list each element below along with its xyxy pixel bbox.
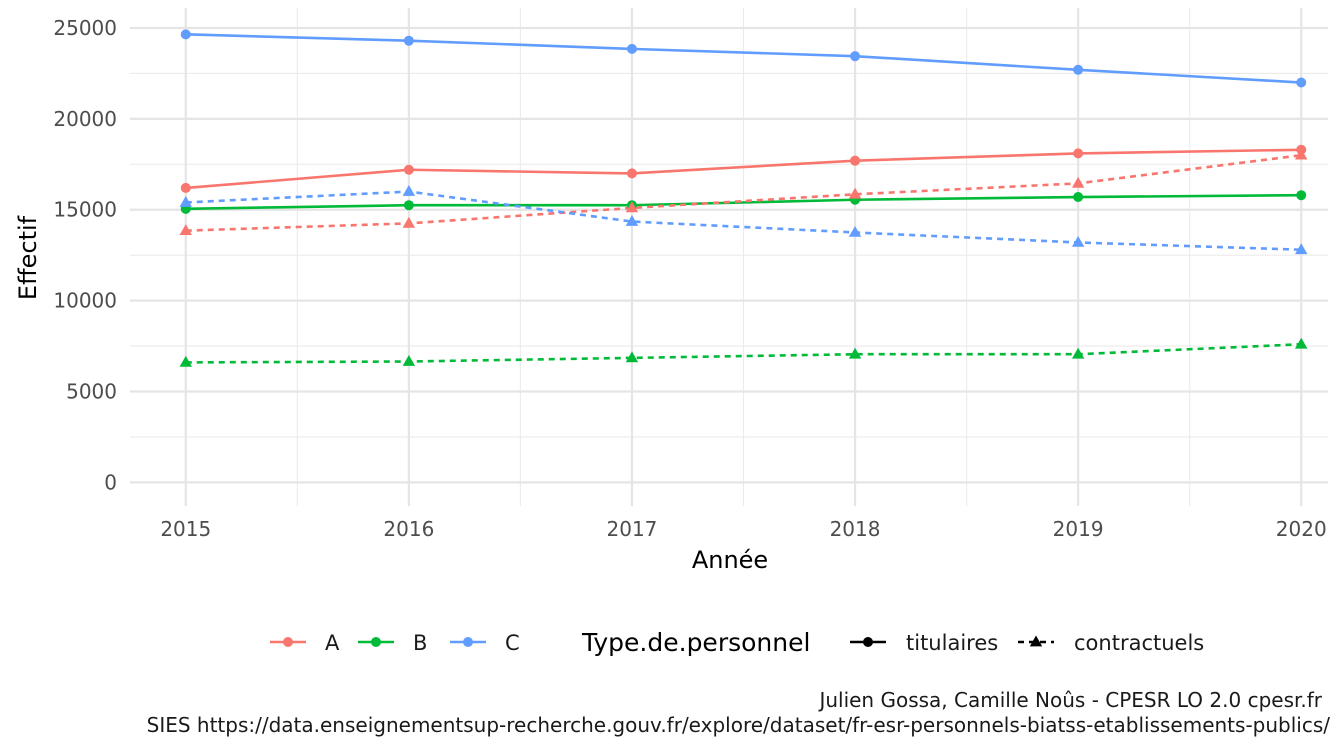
x-tick-label: 2018 xyxy=(830,517,881,541)
y-tick-label: 20000 xyxy=(53,107,117,131)
y-tick-label: 10000 xyxy=(53,289,117,313)
data-point-A-contractuels xyxy=(848,187,862,199)
data-point-C-titulaires xyxy=(180,29,191,40)
data-point-C-contractuels xyxy=(1071,235,1085,247)
data-point-B-titulaires xyxy=(1073,192,1084,203)
y-tick-label: 15000 xyxy=(53,198,117,222)
data-point-C-titulaires xyxy=(1073,64,1084,75)
legend-key-point-contractuels xyxy=(1029,635,1043,647)
y-axis-ticks: 0 5000 10000 15000 20000 25000 xyxy=(53,16,117,494)
series-line-B-titulaires xyxy=(185,193,1302,211)
data-point-A-titulaires xyxy=(1073,148,1084,159)
series-line-A-titulaires xyxy=(185,148,1302,190)
data-point-A-contractuels xyxy=(1295,148,1308,160)
legend-label-C: C xyxy=(505,631,520,655)
legend-label-B: B xyxy=(413,631,427,655)
series-points xyxy=(179,29,1308,367)
data-point-A-contractuels xyxy=(179,224,192,235)
data-point-A-titulaires xyxy=(850,155,861,166)
legend-key-point-A xyxy=(283,637,293,647)
data-point-B-titulaires xyxy=(403,200,414,211)
data-point-A-titulaires xyxy=(626,168,637,179)
data-point-C-contractuels xyxy=(848,225,862,237)
legend-key-point-C xyxy=(463,637,473,647)
data-point-B-contractuels xyxy=(625,351,639,363)
data-point-B-contractuels xyxy=(179,355,192,367)
data-point-A-contractuels xyxy=(1071,176,1085,188)
x-tick-label: 2017 xyxy=(607,517,658,541)
y-tick-label: 0 xyxy=(104,470,117,494)
plot-grid xyxy=(130,8,1328,506)
data-point-C-contractuels xyxy=(625,215,639,226)
data-point-C-contractuels xyxy=(1295,243,1308,255)
data-point-A-titulaires xyxy=(403,164,414,175)
legend-label-titulaires: titulaires xyxy=(906,631,998,655)
data-point-A-contractuels xyxy=(402,216,416,228)
caption-credits: Julien Gossa, Camille Noûs - CPESR LO 2.… xyxy=(819,688,1322,712)
data-point-B-titulaires xyxy=(1296,190,1307,201)
data-point-C-titulaires xyxy=(626,43,637,54)
y-axis-title: Effectif xyxy=(14,215,42,300)
data-point-C-contractuels xyxy=(179,195,192,207)
data-point-B-contractuels xyxy=(1295,337,1308,349)
data-point-C-titulaires xyxy=(403,35,414,46)
x-tick-label: 2015 xyxy=(160,517,211,541)
x-axis-ticks: 2015 2016 2017 2018 2019 2020 xyxy=(160,517,1326,541)
data-point-B-contractuels xyxy=(848,347,862,359)
data-point-B-contractuels xyxy=(1071,347,1085,359)
data-point-A-contractuels xyxy=(625,201,639,213)
x-tick-label: 2019 xyxy=(1053,517,1104,541)
data-point-B-contractuels xyxy=(402,354,416,366)
legend-label-A: A xyxy=(325,631,340,655)
y-tick-label: 25000 xyxy=(53,16,117,40)
data-point-A-titulaires xyxy=(180,182,191,193)
x-tick-label: 2016 xyxy=(383,517,434,541)
x-tick-label: 2020 xyxy=(1276,517,1327,541)
data-point-C-contractuels xyxy=(402,185,416,196)
data-point-C-titulaires xyxy=(850,51,861,62)
series-line-C-titulaires xyxy=(185,33,1302,84)
caption-source: SIES https://data.enseignementsup-recher… xyxy=(146,713,1330,737)
series-lines xyxy=(185,33,1302,364)
data-point-C-titulaires xyxy=(1296,77,1307,88)
legend-title: Type.de.personnel xyxy=(581,628,810,657)
legend-key-point-B xyxy=(371,637,381,647)
legend: A B C Type.de.personnel titulaires contractue… xyxy=(270,628,1204,657)
y-tick-label: 5000 xyxy=(66,379,117,403)
series-line-B-contractuels xyxy=(185,342,1302,364)
legend-label-contractuels: contractuels xyxy=(1074,631,1204,655)
legend-key-point-titulaires xyxy=(863,637,873,647)
x-axis-title: Année xyxy=(692,546,768,574)
